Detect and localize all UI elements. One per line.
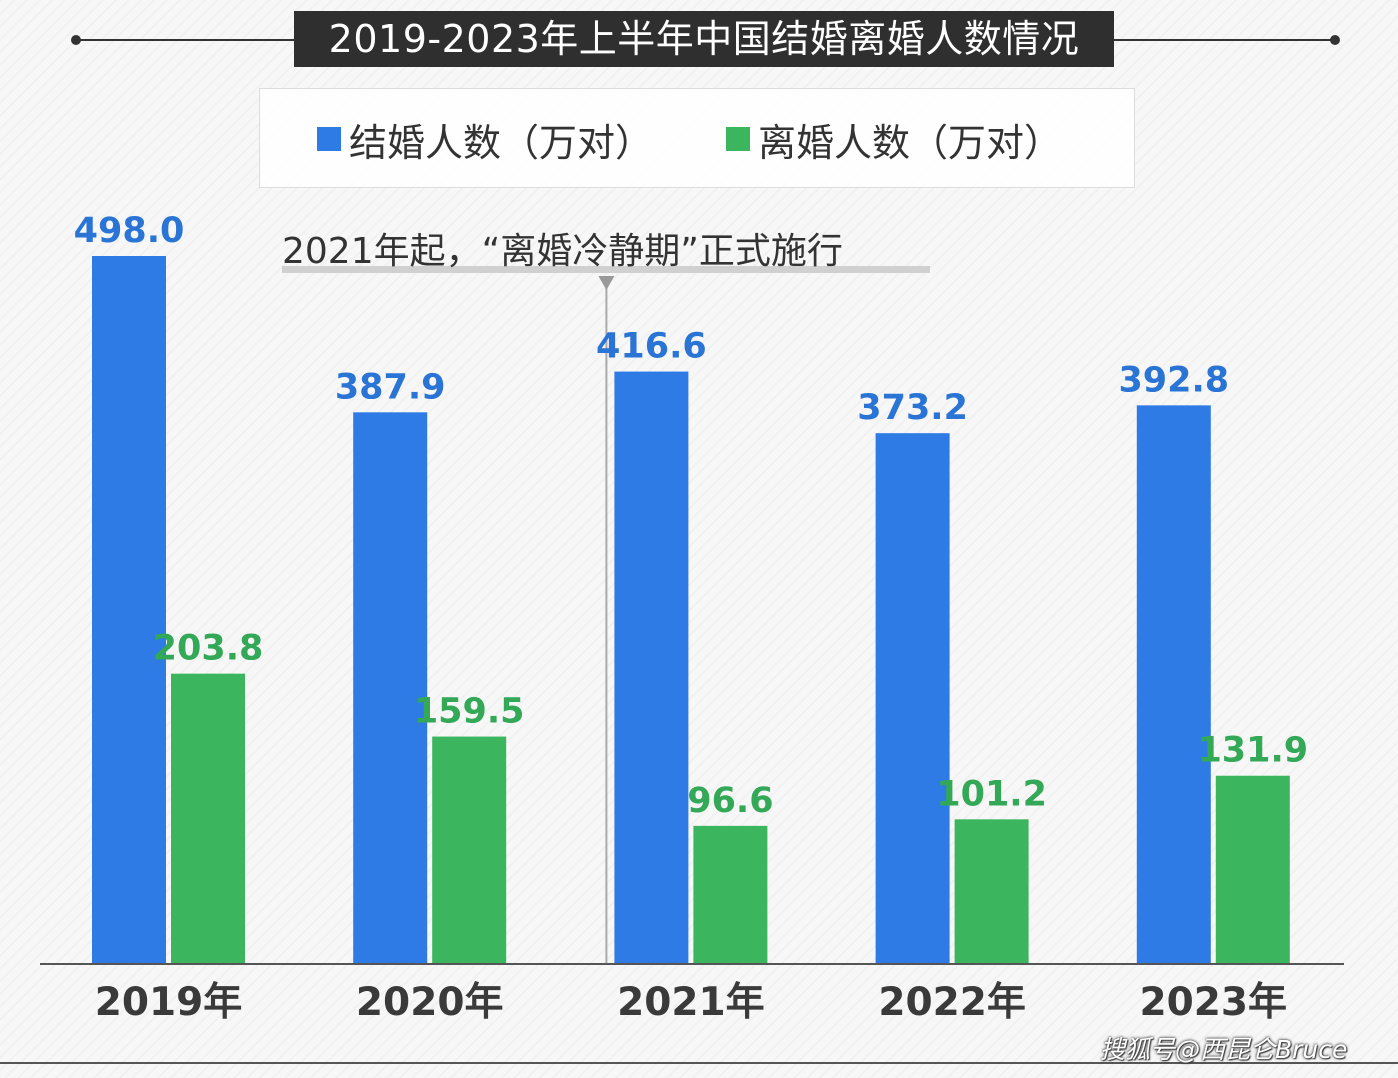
- legend-swatch-divorce: [726, 127, 750, 151]
- data-label-divorce: 131.9: [1197, 731, 1308, 771]
- bar-marriage: [875, 433, 950, 963]
- x-tick-label: 2021年: [617, 980, 765, 1025]
- annotation-pointer-arrow: [598, 276, 615, 290]
- title-dot-left: [71, 35, 81, 45]
- data-label-marriage: 387.9: [335, 367, 446, 407]
- data-label-marriage: 373.2: [857, 388, 968, 428]
- x-tick-label: 2023年: [1140, 980, 1288, 1025]
- legend-item-marriage: 结婚人数（万对）: [317, 115, 653, 165]
- data-label-divorce: 159.5: [414, 692, 525, 732]
- bar-marriage: [614, 371, 689, 963]
- title-line-right: [1114, 39, 1336, 41]
- data-label-marriage: 498.0: [74, 211, 185, 251]
- data-label-marriage: 416.6: [596, 327, 707, 367]
- x-tick-label: 2022年: [878, 980, 1026, 1025]
- legend-item-divorce: 离婚人数（万对）: [726, 115, 1062, 165]
- annotation-underline: [282, 266, 930, 273]
- bar-divorce: [693, 825, 768, 963]
- x-tick-label: 2020年: [356, 980, 504, 1025]
- bar-marriage: [353, 412, 428, 963]
- bar-divorce: [954, 819, 1029, 963]
- title-line-left: [76, 39, 294, 41]
- title-dot-right: [1330, 35, 1340, 45]
- legend-label-marriage: 结婚人数（万对）: [349, 120, 654, 165]
- legend: 结婚人数（万对） 离婚人数（万对）: [259, 88, 1135, 188]
- data-label-divorce: 101.2: [936, 774, 1047, 814]
- bar-divorce: [171, 673, 245, 963]
- data-label-marriage: 392.8: [1118, 360, 1229, 400]
- bar-divorce: [432, 736, 507, 963]
- data-label-divorce: 96.6: [687, 781, 773, 821]
- bar-divorce: [1215, 775, 1290, 963]
- watermark: 搜狐号@西昆仑Bruce: [1100, 1035, 1348, 1064]
- bar-marriage: [1136, 405, 1211, 963]
- chart-title: 2019-2023年上半年中国结婚离婚人数情况: [294, 11, 1114, 67]
- bar-marriage: [92, 256, 166, 963]
- legend-swatch-marriage: [317, 127, 341, 151]
- data-label-divorce: 203.8: [153, 629, 264, 669]
- legend-label-divorce: 离婚人数（万对）: [758, 120, 1063, 165]
- annotation-text: 2021年起，“离婚冷静期”正式施行: [282, 231, 843, 272]
- x-tick-label: 2019年: [95, 980, 243, 1025]
